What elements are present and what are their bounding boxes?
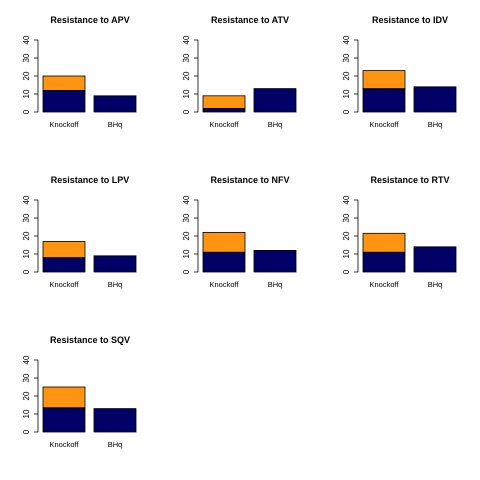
category-label: Knockoff bbox=[209, 280, 239, 289]
bar-knockoff-series-2 bbox=[42, 75, 86, 91]
bar-knockoff-series-2 bbox=[362, 70, 406, 89]
y-tick-label: 30 bbox=[22, 53, 31, 62]
category-label: BHq bbox=[108, 440, 123, 449]
y-tick-label: 10 bbox=[22, 409, 31, 418]
y-tick-label: 40 bbox=[182, 35, 191, 44]
category-label: Knockoff bbox=[369, 280, 399, 289]
y-tick-label: 0 bbox=[22, 109, 31, 114]
y-tick-label: 40 bbox=[22, 195, 31, 204]
y-tick-label: 30 bbox=[342, 53, 351, 62]
bar-bhq-series-1 bbox=[93, 95, 137, 113]
y-tick-label: 30 bbox=[342, 213, 351, 222]
bar-knockoff-series-2 bbox=[42, 386, 86, 409]
y-tick-label: 10 bbox=[342, 249, 351, 258]
chart-title: Resistance to SQV bbox=[50, 335, 130, 345]
y-tick-label: 30 bbox=[182, 213, 191, 222]
category-label: BHq bbox=[428, 120, 443, 129]
y-tick-label: 10 bbox=[22, 249, 31, 258]
bar-knockoff-series-1 bbox=[42, 257, 86, 273]
chart-panel-1: Resistance to APV 0 10 20 30 40 Knockoff BHq bbox=[22, 15, 137, 129]
category-label: BHq bbox=[108, 280, 123, 289]
y-tick-label: 0 bbox=[342, 109, 351, 114]
category-label: BHq bbox=[268, 120, 283, 129]
y-tick-label: 20 bbox=[22, 231, 31, 240]
y-tick-label: 10 bbox=[182, 89, 191, 98]
bar-knockoff-series-2 bbox=[202, 95, 246, 109]
category-label: BHq bbox=[428, 280, 443, 289]
y-tick-label: 30 bbox=[182, 53, 191, 62]
category-label: Knockoff bbox=[209, 120, 239, 129]
bar-knockoff-series-1 bbox=[202, 251, 246, 273]
y-tick-label: 20 bbox=[22, 71, 31, 80]
y-tick-label: 30 bbox=[22, 373, 31, 382]
category-label: Knockoff bbox=[369, 120, 399, 129]
chart-panel-6: Resistance to RTV 0 10 20 30 40 Knockoff BHq bbox=[342, 175, 457, 289]
y-tick-label: 40 bbox=[342, 35, 351, 44]
y-tick-label: 20 bbox=[22, 391, 31, 400]
chart-title: Resistance to NFV bbox=[210, 175, 289, 185]
y-tick-label: 20 bbox=[182, 231, 191, 240]
chart-title: Resistance to ATV bbox=[211, 15, 289, 25]
y-tick-label: 20 bbox=[182, 71, 191, 80]
chart-panel-4: Resistance to LPV 0 10 20 30 40 Knockoff BHq bbox=[22, 175, 137, 289]
bar-knockoff-series-1 bbox=[202, 108, 246, 113]
bar-knockoff-series-2 bbox=[202, 231, 246, 253]
bar-bhq-series-1 bbox=[413, 86, 457, 113]
chart-title: Resistance to APV bbox=[50, 15, 129, 25]
bar-knockoff-series-1 bbox=[42, 90, 86, 113]
category-label: Knockoff bbox=[49, 120, 79, 129]
y-tick-label: 0 bbox=[182, 109, 191, 114]
y-tick-label: 40 bbox=[342, 195, 351, 204]
y-tick-label: 30 bbox=[22, 213, 31, 222]
category-label: BHq bbox=[268, 280, 283, 289]
bar-bhq-series-1 bbox=[253, 88, 297, 113]
y-tick-label: 0 bbox=[22, 269, 31, 274]
y-tick-label: 40 bbox=[22, 355, 31, 364]
bar-knockoff-series-2 bbox=[362, 232, 406, 253]
bar-knockoff-series-1 bbox=[362, 88, 406, 113]
chart-panel-5: Resistance to NFV 0 10 20 30 40 Knockoff BHq bbox=[182, 175, 297, 289]
y-tick-label: 40 bbox=[22, 35, 31, 44]
y-tick-label: 10 bbox=[182, 249, 191, 258]
chart-panel-3: Resistance to IDV 0 10 20 30 40 Knockoff BHq bbox=[342, 15, 457, 129]
bar-knockoff-series-2 bbox=[42, 240, 86, 258]
chart-panel-2: Resistance to ATV 0 10 20 30 40 Knockoff BHq bbox=[182, 15, 297, 129]
y-tick-label: 0 bbox=[342, 269, 351, 274]
y-tick-label: 40 bbox=[182, 195, 191, 204]
y-tick-label: 10 bbox=[22, 89, 31, 98]
category-label: Knockoff bbox=[49, 440, 79, 449]
y-tick-label: 0 bbox=[182, 269, 191, 274]
chart-title: Resistance to IDV bbox=[372, 15, 448, 25]
y-tick-label: 0 bbox=[22, 429, 31, 434]
y-tick-label: 10 bbox=[342, 89, 351, 98]
bar-bhq-series-1 bbox=[93, 408, 137, 433]
chart-panel-7: Resistance to SQV 0 10 20 30 40 Knockoff BHq bbox=[22, 335, 137, 449]
bar-bhq-series-1 bbox=[413, 246, 457, 273]
bar-bhq-series-1 bbox=[93, 255, 137, 273]
category-label: Knockoff bbox=[49, 280, 79, 289]
category-label: BHq bbox=[108, 120, 123, 129]
chart-title: Resistance to LPV bbox=[51, 175, 130, 185]
bar-knockoff-series-1 bbox=[42, 407, 86, 433]
chart-title: Resistance to RTV bbox=[370, 175, 449, 185]
bar-bhq-series-1 bbox=[253, 249, 297, 273]
bar-knockoff-series-1 bbox=[362, 251, 406, 273]
y-tick-label: 20 bbox=[342, 231, 351, 240]
y-tick-label: 20 bbox=[342, 71, 351, 80]
